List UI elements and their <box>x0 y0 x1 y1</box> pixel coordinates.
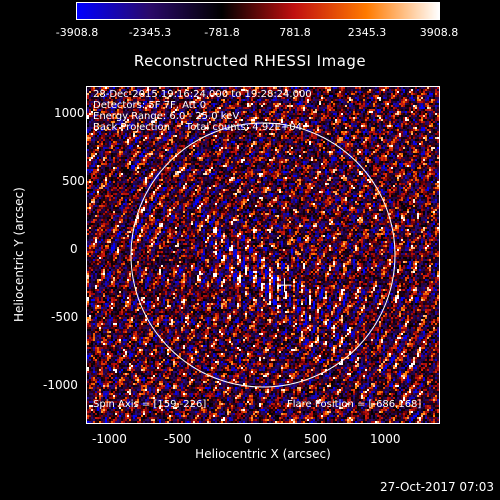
x-tick-label: -500 <box>164 432 192 446</box>
y-tick-label: -500 <box>51 310 79 324</box>
colorbar-tick-label: -2345.3 <box>128 26 172 39</box>
colorbar-tick-label: 2345.3 <box>347 26 387 39</box>
colorbar-tick-label: -781.8 <box>204 26 240 39</box>
y-tick-label: 1000 <box>54 106 85 120</box>
x-tick-label: 500 <box>304 432 327 446</box>
y-tick-label: -1000 <box>43 378 78 392</box>
colorbar-tick-label: -3908.8 <box>55 26 99 39</box>
y-axis-label: Heliocentric Y (arcsec) <box>12 187 26 322</box>
y-tick-label: 500 <box>62 174 85 188</box>
plot-overlay <box>130 122 396 388</box>
info-spin-axis: Spin Axis = [159,-226] <box>93 399 207 410</box>
solar-limb-circle <box>130 122 396 388</box>
x-tick-label: -1000 <box>92 432 127 446</box>
spin-axis-cross <box>277 278 292 293</box>
x-tick-label: 0 <box>244 432 252 446</box>
info-time-range: 28-Dec-2015 19:16:24.000 to 19:28:24.000 <box>93 89 312 100</box>
image-title: Reconstructed RHESSI Image <box>133 52 367 70</box>
colorbar <box>76 2 440 20</box>
x-axis-label: Heliocentric X (arcsec) <box>195 447 331 461</box>
y-tick-label: 0 <box>70 242 78 256</box>
x-tick-label: 1000 <box>370 432 401 446</box>
rhessi-image-pixels <box>87 87 439 423</box>
info-detectors: Detectors: 5F 7F, Att 0 <box>93 100 207 111</box>
colorbar-tick-label: 3908.8 <box>419 26 459 39</box>
plot-area: 28-Dec-2015 19:16:24.000 to 19:28:24.000… <box>86 86 440 424</box>
plot-datestamp: 27-Oct-2017 07:03 <box>380 480 494 494</box>
info-method-counts: Back Projection Total counts: 4.92E+04 <box>93 122 302 133</box>
info-energy-range: Energy Range: 6.0 - 25.0 keV <box>93 111 240 122</box>
colorbar-tick-label: 781.8 <box>279 26 311 39</box>
info-flare-position: Flare Position = [-686,168] <box>287 399 422 410</box>
